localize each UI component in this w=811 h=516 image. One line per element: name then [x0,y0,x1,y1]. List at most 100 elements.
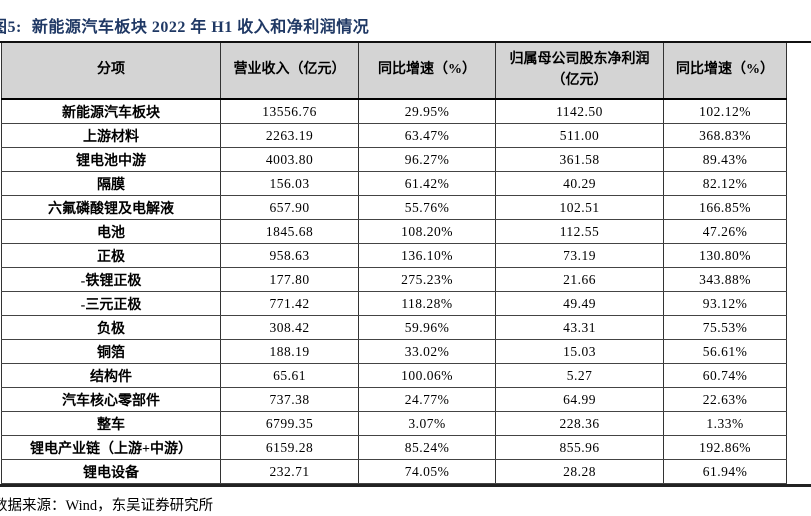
cell-value: 56.61% [663,339,787,364]
cell-value: 308.42 [220,315,359,340]
cell-value: 156.03 [220,171,359,196]
cell-value: 228.36 [495,411,664,436]
cell-value: 1845.68 [220,219,359,244]
cell-value: 63.47% [358,123,496,148]
cell-value: 6159.28 [220,435,359,460]
cell-value: 232.71 [220,459,359,484]
data-source-note: 数据来源：Wind，东吴证券研究所 [0,498,214,514]
cell-value: 61.94% [663,459,787,484]
cell-value: 275.23% [358,267,496,292]
cell-value: 75.53% [663,315,787,340]
header-revenue: 营业收入（亿元） [220,43,359,100]
cell-value: 29.95% [358,98,496,124]
header-category: 分项 [1,43,221,100]
cell-value: 118.28% [358,291,496,316]
cell-value: 3.07% [358,411,496,436]
cell-value: 13556.76 [220,98,359,124]
table-row: -三元正极 771.42 118.28% 49.49 93.12% [1,291,787,316]
table-row: 上游材料 2263.19 63.47% 511.00 368.83% [1,123,787,148]
cell-value: 1.33% [663,411,787,436]
cell-value: 771.42 [220,291,359,316]
figure-title: 图5: 新能源汽车板块 2022 年 H1 收入和净利润情况 [0,0,811,40]
table-row: 正极 958.63 136.10% 73.19 130.80% [1,243,787,268]
cell-value: 65.61 [220,363,359,388]
cell-value: 177.80 [220,267,359,292]
table-row: 锂电池中游 4003.80 96.27% 361.58 89.43% [1,147,787,172]
figure-title-text: 新能源汽车板块 2022 年 H1 收入和净利润情况 [31,19,370,36]
cell-value: 61.42% [358,171,496,196]
table-row: 锂电产业链（上游+中游） 6159.28 85.24% 855.96 192.86% [1,435,787,460]
bottom-rule-divider [0,484,811,487]
cell-value: 40.29 [495,171,664,196]
cell-value: 130.80% [663,243,787,268]
table-row: 负极 308.42 59.96% 43.31 75.53% [1,315,787,340]
row-label: 锂电池中游 [1,147,221,172]
cell-value: 73.19 [495,243,664,268]
cell-value: 368.83% [663,123,787,148]
cell-value: 166.85% [663,195,787,220]
cell-value: 96.27% [358,147,496,172]
cell-value: 958.63 [220,243,359,268]
table-row: 铜箔 188.19 33.02% 15.03 56.61% [1,339,787,364]
cell-value: 6799.35 [220,411,359,436]
cell-value: 21.66 [495,267,664,292]
cell-value: 22.63% [663,387,787,412]
cell-value: 55.76% [358,195,496,220]
table-header: 分项 营业收入（亿元） 同比增速（%） 归属母公司股东净利润（亿元） 同比增速（… [1,43,787,100]
row-label: 汽车核心零部件 [1,387,221,412]
row-label: 正极 [1,243,221,268]
cell-value: 361.58 [495,147,664,172]
row-label: 电池 [1,219,221,244]
cell-value: 64.99 [495,387,664,412]
cell-value: 100.06% [358,363,496,388]
row-label: 六氟磷酸锂及电解液 [1,195,221,220]
top-rule-divider [0,41,811,43]
cell-value: 737.38 [220,387,359,412]
cell-value: 74.05% [358,459,496,484]
cell-value: 2263.19 [220,123,359,148]
row-label: 锂电产业链（上游+中游） [1,435,221,460]
table-row: 汽车核心零部件 737.38 24.77% 64.99 22.63% [1,387,787,412]
cell-value: 188.19 [220,339,359,364]
row-label: 铜箔 [1,339,221,364]
cell-value: 1142.50 [495,98,664,124]
cell-value: 112.55 [495,219,664,244]
row-label: -三元正极 [1,291,221,316]
cell-value: 59.96% [358,315,496,340]
table-row: -铁锂正极 177.80 275.23% 21.66 343.88% [1,267,787,292]
cell-value: 43.31 [495,315,664,340]
cell-value: 49.49 [495,291,664,316]
cell-value: 93.12% [663,291,787,316]
row-label: -铁锂正极 [1,267,221,292]
cell-value: 60.74% [663,363,787,388]
row-label: 上游材料 [1,123,221,148]
header-row: 分项 营业收入（亿元） 同比增速（%） 归属母公司股东净利润（亿元） 同比增速（… [1,43,787,100]
header-net-profit: 归属母公司股东净利润（亿元） [495,43,664,100]
cell-value: 15.03 [495,339,664,364]
figure-number-label: 图5: [0,19,22,36]
cell-value: 511.00 [495,123,664,148]
table-row: 六氟磷酸锂及电解液 657.90 55.76% 102.51 166.85% [1,195,787,220]
financial-data-table: 分项 营业收入（亿元） 同比增速（%） 归属母公司股东净利润（亿元） 同比增速（… [1,43,787,484]
row-label: 隔膜 [1,171,221,196]
cell-value: 4003.80 [220,147,359,172]
table-body: 新能源汽车板块 13556.76 29.95% 1142.50 102.12% 上游材料 2… [1,98,787,484]
cell-value: 5.27 [495,363,664,388]
cell-value: 108.20% [358,219,496,244]
cell-value: 192.86% [663,435,787,460]
cell-value: 89.43% [663,147,787,172]
cell-value: 855.96 [495,435,664,460]
cell-value: 47.26% [663,219,787,244]
cell-value: 102.51 [495,195,664,220]
header-profit-yoy: 同比增速（%） [663,43,787,100]
cell-value: 24.77% [358,387,496,412]
table-row: 结构件 65.61 100.06% 5.27 60.74% [1,363,787,388]
table-row: 整车 6799.35 3.07% 228.36 1.33% [1,411,787,436]
table-row: 隔膜 156.03 61.42% 40.29 82.12% [1,171,787,196]
row-label: 负极 [1,315,221,340]
row-label: 整车 [1,411,221,436]
row-label: 锂电设备 [1,459,221,484]
cell-value: 343.88% [663,267,787,292]
cell-value: 28.28 [495,459,664,484]
